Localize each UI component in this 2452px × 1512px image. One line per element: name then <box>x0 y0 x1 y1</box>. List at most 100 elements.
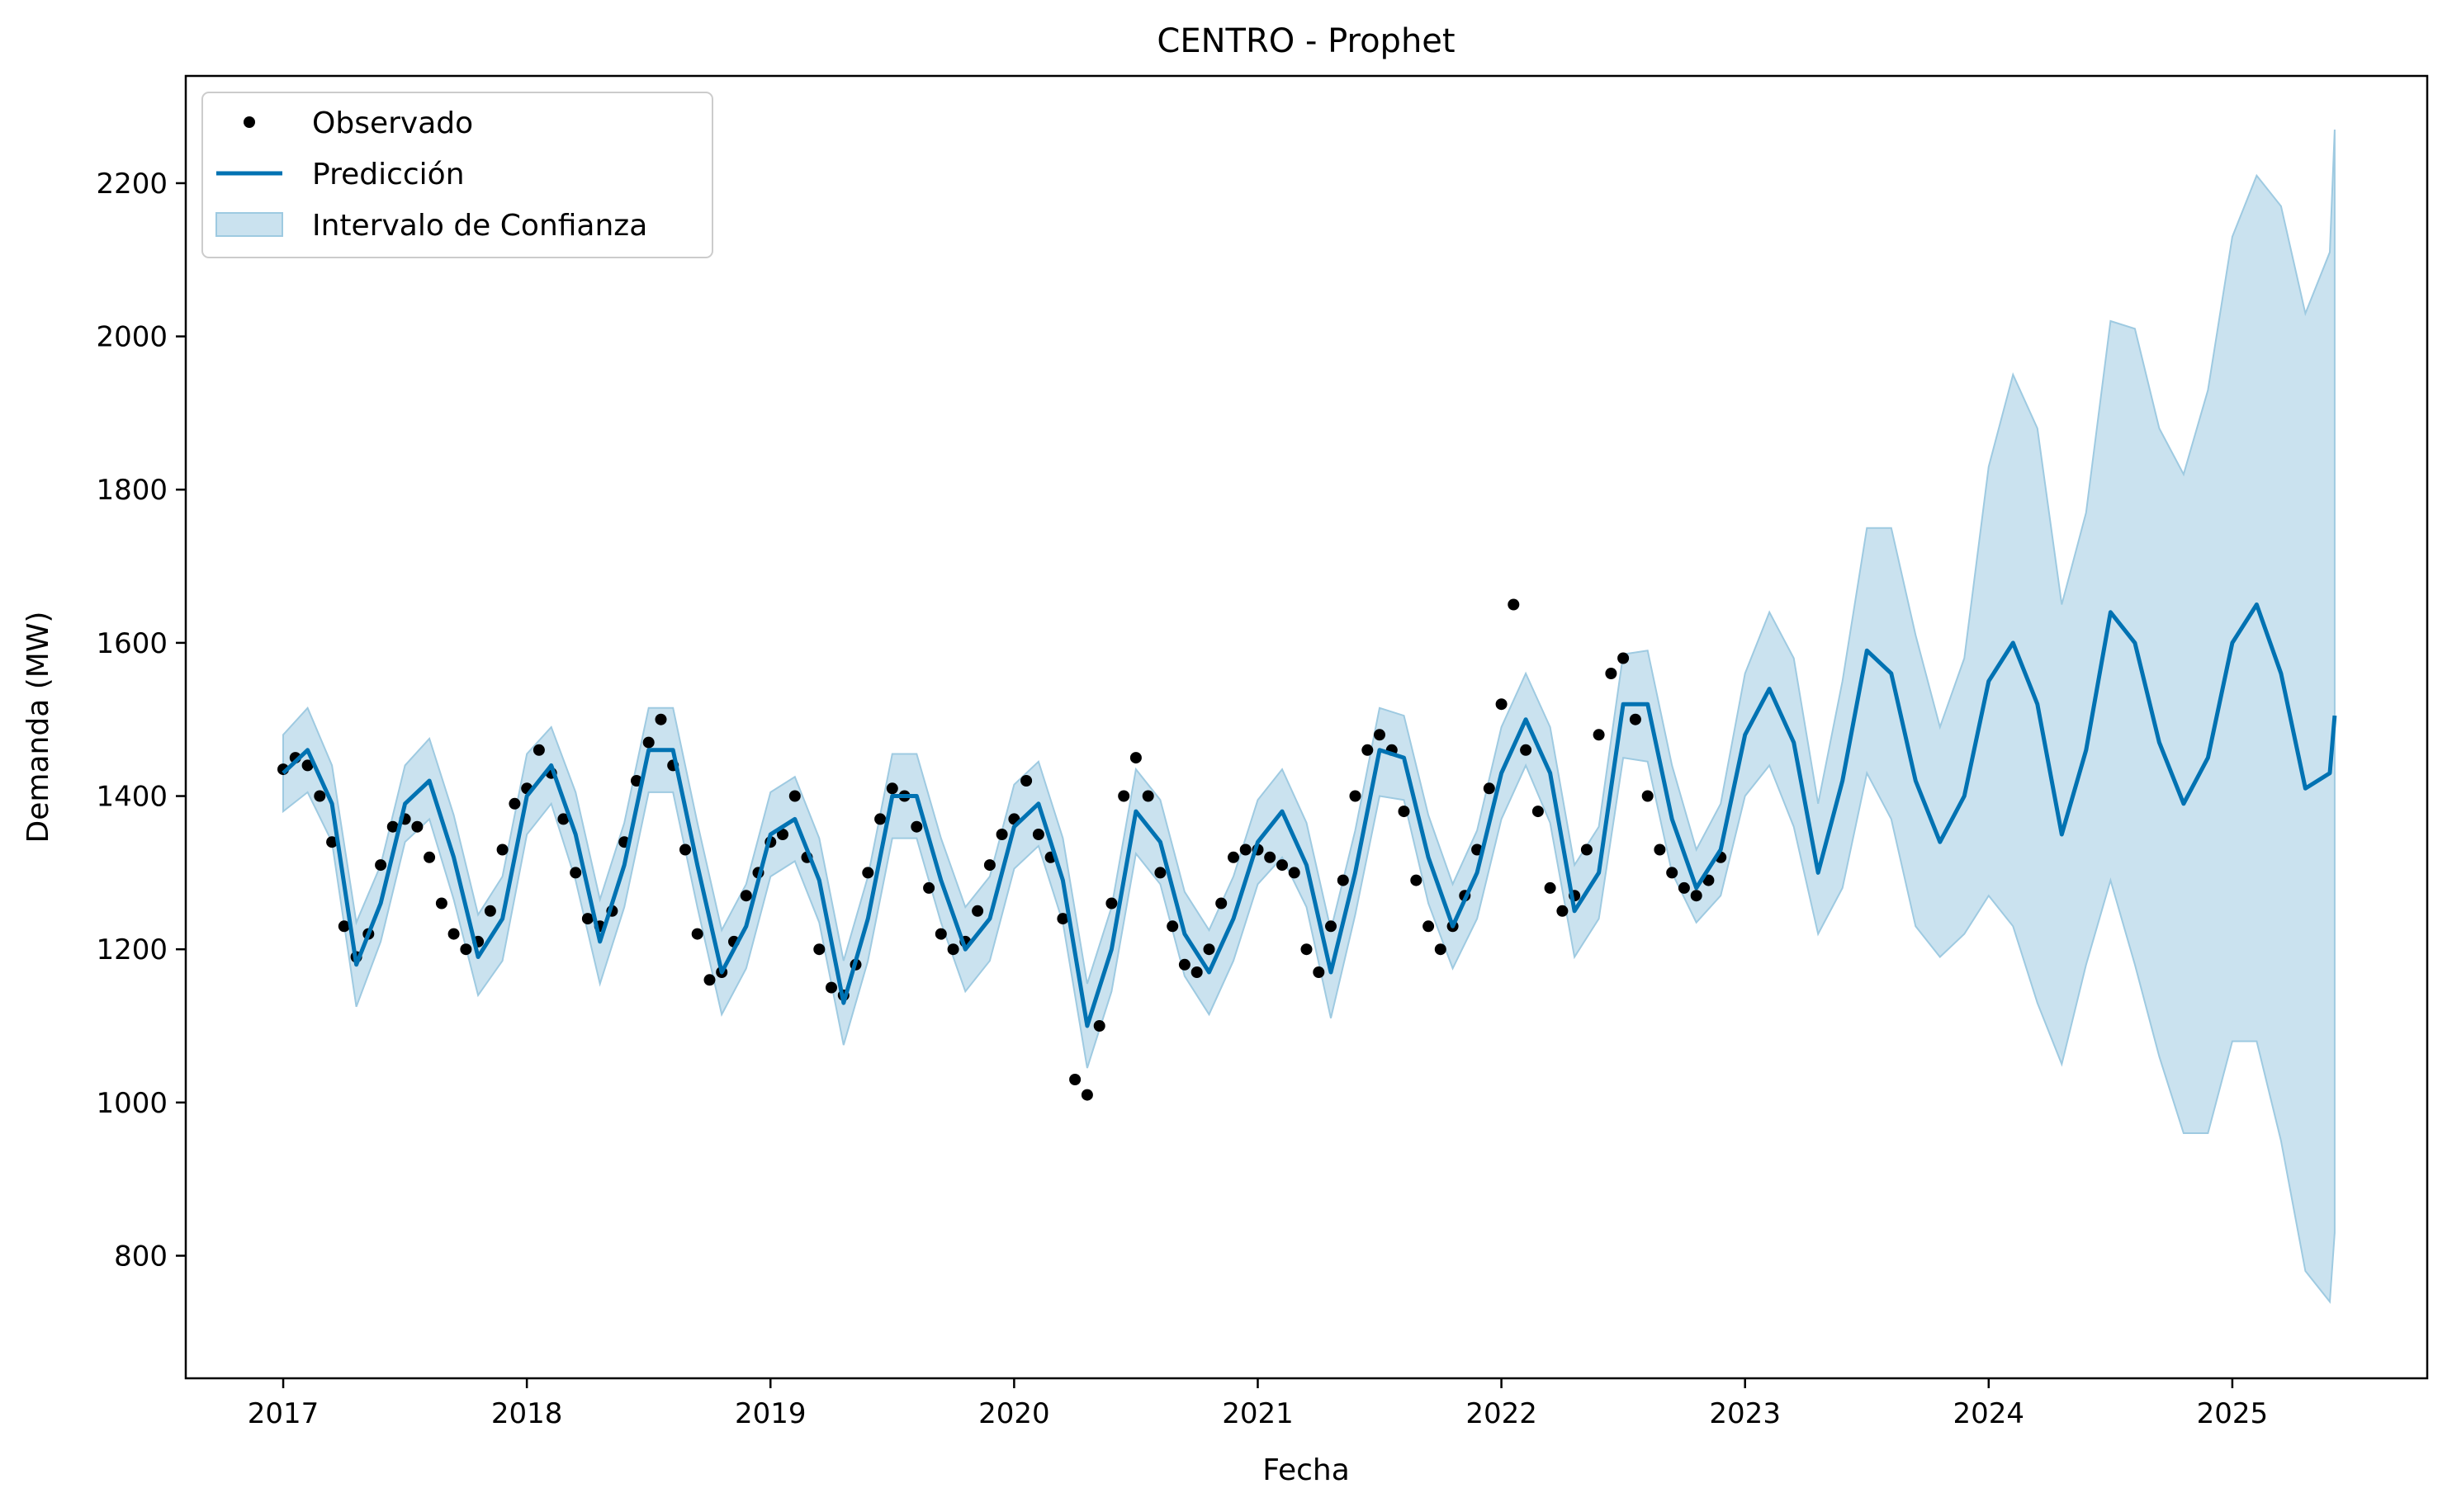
observed-point <box>1154 867 1167 879</box>
observed-point <box>1508 598 1520 611</box>
observed-point <box>935 928 947 940</box>
observed-point <box>1167 920 1179 933</box>
observed-point <box>1531 806 1544 818</box>
observed-point <box>862 867 874 879</box>
observed-point <box>1374 729 1385 741</box>
y-tick-label: 1000 <box>96 1087 168 1120</box>
observed-point <box>1605 668 1617 679</box>
observed-point <box>1337 874 1349 886</box>
observed-point <box>631 775 642 787</box>
observed-point <box>886 782 898 795</box>
observed-point <box>1190 966 1203 978</box>
observed-point <box>1081 1089 1093 1101</box>
observed-point <box>375 859 387 872</box>
observed-point <box>691 928 703 940</box>
observed-point <box>1495 698 1508 711</box>
legend-interval-swatch <box>215 212 283 237</box>
plot-area <box>277 129 2337 1304</box>
observed-point <box>411 820 424 833</box>
observed-point <box>1239 843 1252 856</box>
observed-point <box>447 928 460 940</box>
observed-point <box>1288 867 1300 879</box>
observed-point <box>679 843 691 856</box>
observed-point <box>1556 905 1569 917</box>
observed-point <box>1410 874 1422 886</box>
observed-point <box>424 851 436 863</box>
observed-point <box>1629 713 1641 725</box>
legend-interval-label: Intervalo de Confianza <box>312 209 647 243</box>
observed-point <box>972 905 984 917</box>
y-axis-label: Demanda (MW) <box>21 612 55 843</box>
observed-point <box>874 813 887 825</box>
observed-point <box>1020 775 1033 787</box>
observed-point <box>642 736 655 749</box>
y-tick-label: 800 <box>114 1240 168 1273</box>
observed-point <box>1093 1020 1105 1032</box>
observed-point <box>923 881 935 894</box>
x-tick-label: 2018 <box>491 1397 563 1430</box>
observed-point <box>1593 729 1605 741</box>
x-tick-label: 2025 <box>2197 1397 2269 1430</box>
x-tick-label: 2022 <box>1465 1397 1537 1430</box>
confidence-interval-band <box>282 129 2336 1304</box>
observed-point <box>1702 874 1715 886</box>
observed-point <box>1349 790 1361 802</box>
observed-point <box>1434 943 1446 956</box>
legend-box <box>201 92 713 258</box>
observed-point <box>1690 890 1702 902</box>
observed-point <box>996 829 1008 840</box>
observed-point <box>1641 790 1654 802</box>
axes-frame <box>184 74 2429 1380</box>
x-tick-label: 2017 <box>248 1397 320 1430</box>
observed-point <box>911 820 923 833</box>
x-axis: 2017 2018 2019 2020 2021 2022 2023 2024 2025 <box>248 1378 2268 1430</box>
observed-point <box>557 813 570 825</box>
observed-point <box>314 790 326 802</box>
chart-title: CENTRO - Prophet <box>1157 22 1455 60</box>
observed-point <box>813 943 826 956</box>
observed-point <box>1483 782 1495 795</box>
observed-point <box>301 759 314 772</box>
observed-point <box>777 829 788 840</box>
observed-point <box>533 744 545 756</box>
x-tick-label: 2019 <box>735 1397 807 1430</box>
observed-point <box>1057 913 1069 925</box>
x-tick-label: 2020 <box>978 1397 1050 1430</box>
y-tick-label: 1200 <box>96 933 168 966</box>
observed-point <box>983 859 996 872</box>
observed-points-group <box>277 598 1727 1101</box>
x-tick-label: 2023 <box>1709 1397 1781 1430</box>
x-tick-label: 2021 <box>1222 1397 1294 1430</box>
observed-point <box>570 867 582 879</box>
observed-point <box>460 943 472 956</box>
observed-point <box>655 713 667 725</box>
observed-point <box>496 843 509 856</box>
legend-observed-marker <box>244 116 255 128</box>
observed-point <box>1118 790 1130 802</box>
observed-point <box>703 974 716 986</box>
y-tick-label: 2200 <box>96 168 168 201</box>
legend-observed-label: Observado <box>312 106 473 140</box>
observed-point <box>581 913 594 925</box>
observed-point <box>1142 790 1154 802</box>
observed-point <box>1129 752 1142 764</box>
y-tick-label: 1400 <box>96 781 168 814</box>
observed-point <box>788 790 801 802</box>
observed-point <box>1398 806 1410 818</box>
x-axis-label: Fecha <box>1262 1453 1350 1487</box>
observed-point <box>1325 920 1337 933</box>
y-tick-label: 1600 <box>96 627 168 660</box>
observed-point <box>947 943 959 956</box>
observed-point <box>1228 851 1239 863</box>
observed-point <box>326 836 338 848</box>
legend-prediction-label: Predicción <box>312 158 465 191</box>
observed-point <box>1105 897 1118 910</box>
observed-point <box>1520 744 1532 756</box>
observed-point <box>1313 966 1325 978</box>
observed-point <box>1215 897 1228 910</box>
observed-point <box>1654 843 1666 856</box>
observed-point <box>1617 652 1630 664</box>
observed-point <box>1422 920 1435 933</box>
observed-point <box>435 897 447 910</box>
